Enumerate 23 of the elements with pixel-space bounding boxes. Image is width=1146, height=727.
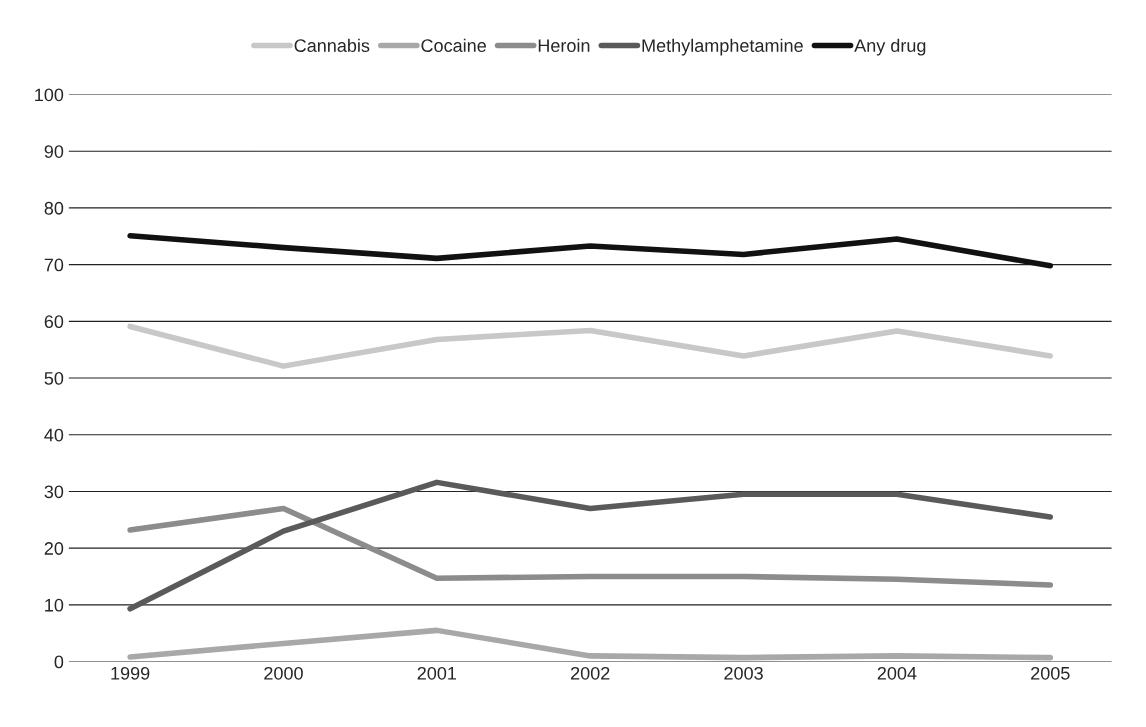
x-tick-label: 2005 <box>1031 666 1070 680</box>
y-tick-label: 40 <box>44 428 64 442</box>
x-tick-label: 2002 <box>571 666 610 680</box>
x-tick-label: 2001 <box>417 666 457 680</box>
x-tick-label: 2003 <box>724 666 763 680</box>
legend-label: Cannabis <box>294 38 370 53</box>
y-tick-label: 60 <box>44 315 64 329</box>
y-tick-label: 90 <box>44 145 64 158</box>
y-tick-label: 10 <box>45 598 64 612</box>
x-tick-label: 1999 <box>111 666 150 680</box>
legend-label: Any drug <box>854 38 926 56</box>
y-tick-label: 0 <box>54 655 64 669</box>
legend-label: Heroin <box>538 38 590 53</box>
y-tick-label: 30 <box>44 485 64 499</box>
y-tick-label: 70 <box>44 258 64 272</box>
y-tick-label: 100 <box>35 88 64 102</box>
legend-label: Methylamphetamine <box>642 38 803 56</box>
x-tick-label: 2004 <box>877 666 917 680</box>
y-tick-label: 80 <box>44 201 64 215</box>
y-tick-label: 20 <box>44 542 64 555</box>
y-tick-label: 50 <box>44 371 64 385</box>
x-tick-label: 2000 <box>264 666 303 680</box>
legend-label: Cocaine <box>421 38 486 53</box>
